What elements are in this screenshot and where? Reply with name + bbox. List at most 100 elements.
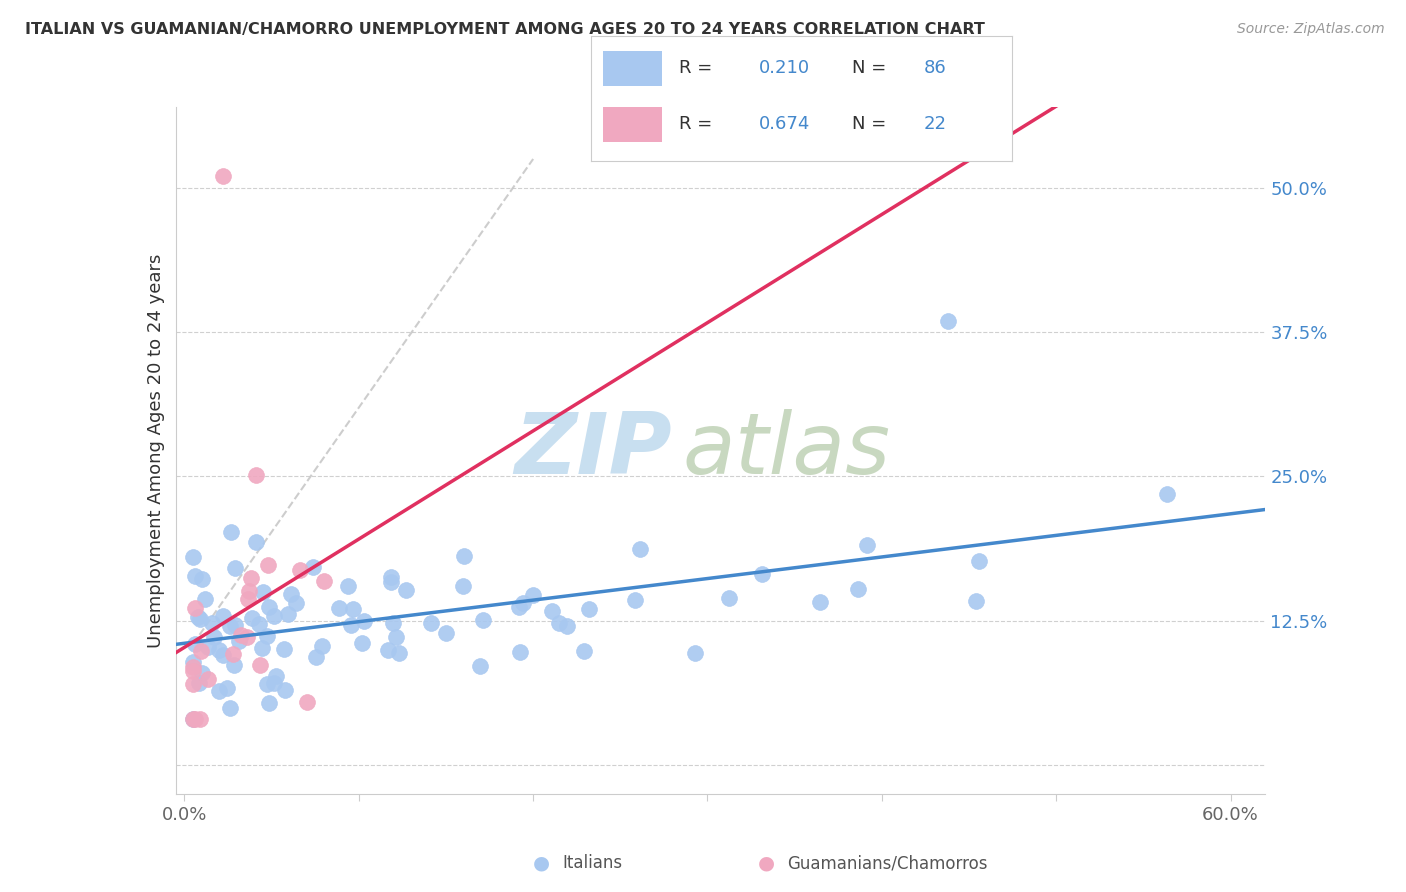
Bar xyxy=(603,107,662,142)
Point xyxy=(683,646,706,660)
Point xyxy=(219,619,242,633)
Point xyxy=(277,607,299,621)
Point xyxy=(181,655,204,669)
Text: ITALIAN VS GUAMANIAN/CHAMORRO UNEMPLOYMENT AMONG AGES 20 TO 24 YEARS CORRELATION: ITALIAN VS GUAMANIAN/CHAMORRO UNEMPLOYME… xyxy=(25,22,986,37)
Point xyxy=(245,534,267,549)
Point xyxy=(419,615,441,630)
Point xyxy=(628,541,651,556)
Point xyxy=(231,628,253,642)
Point xyxy=(540,604,562,618)
Point xyxy=(350,636,373,650)
Point xyxy=(208,684,231,698)
Text: R =: R = xyxy=(679,59,718,77)
Point xyxy=(380,575,402,590)
Point xyxy=(181,660,204,674)
Point xyxy=(188,676,211,690)
Point xyxy=(434,625,457,640)
Text: ●: ● xyxy=(533,854,550,872)
Point xyxy=(337,578,360,592)
Point xyxy=(848,582,870,596)
Point xyxy=(380,569,402,583)
Point xyxy=(256,629,278,643)
Point xyxy=(219,701,242,715)
Point xyxy=(314,574,336,588)
Point xyxy=(264,669,287,683)
Point xyxy=(181,549,204,564)
Point xyxy=(311,639,333,653)
Point xyxy=(222,647,245,661)
Point xyxy=(263,675,285,690)
Text: N =: N = xyxy=(852,59,891,77)
Text: Guamanians/Chamorros: Guamanians/Chamorros xyxy=(787,855,988,872)
Point xyxy=(212,648,235,663)
Point xyxy=(273,642,295,657)
Point xyxy=(377,642,399,657)
Y-axis label: Unemployment Among Ages 20 to 24 years: Unemployment Among Ages 20 to 24 years xyxy=(146,253,165,648)
Point xyxy=(508,599,530,614)
Point xyxy=(512,596,534,610)
Point xyxy=(188,612,211,626)
Point xyxy=(211,169,233,184)
Point xyxy=(181,712,204,726)
Point xyxy=(257,697,280,711)
Point xyxy=(194,592,217,607)
Text: ●: ● xyxy=(758,854,775,872)
Point xyxy=(1156,487,1178,501)
Point xyxy=(395,583,418,598)
Point xyxy=(239,571,262,585)
Point xyxy=(252,641,274,656)
Point xyxy=(184,601,207,615)
Point xyxy=(340,617,363,632)
Point xyxy=(967,554,990,568)
Point xyxy=(263,608,285,623)
Point xyxy=(288,562,311,576)
Point xyxy=(249,657,271,672)
Point xyxy=(181,712,204,726)
Point xyxy=(751,566,773,581)
Text: Italians: Italians xyxy=(562,855,623,872)
Point xyxy=(222,658,245,673)
Point xyxy=(184,712,207,726)
Point xyxy=(252,584,274,599)
Point xyxy=(256,676,278,690)
Point xyxy=(184,569,207,583)
Point xyxy=(207,643,229,657)
Text: Source: ZipAtlas.com: Source: ZipAtlas.com xyxy=(1237,22,1385,37)
Point xyxy=(548,615,571,630)
Point xyxy=(624,592,647,607)
Point xyxy=(238,591,260,606)
Point xyxy=(938,313,960,327)
Point xyxy=(453,549,475,564)
Point xyxy=(181,677,204,691)
Point xyxy=(202,630,225,644)
Point xyxy=(190,644,212,658)
Point xyxy=(965,594,987,608)
Text: R =: R = xyxy=(679,115,718,133)
Point xyxy=(224,561,246,575)
Point xyxy=(470,659,492,673)
Point xyxy=(388,646,411,660)
Point xyxy=(274,683,297,698)
Point xyxy=(197,672,219,686)
Point xyxy=(188,712,211,726)
Point xyxy=(257,600,280,615)
Point xyxy=(385,630,408,644)
Point xyxy=(353,614,375,628)
Point xyxy=(181,664,204,678)
Point xyxy=(522,588,544,602)
Point xyxy=(451,579,474,593)
Point xyxy=(201,616,224,631)
Text: 0.210: 0.210 xyxy=(759,59,810,77)
Point xyxy=(224,618,246,632)
Text: atlas: atlas xyxy=(682,409,890,492)
Point xyxy=(280,587,302,601)
Text: 22: 22 xyxy=(924,115,946,133)
Point xyxy=(305,650,328,665)
Bar xyxy=(603,51,662,86)
Point xyxy=(285,596,308,610)
Text: N =: N = xyxy=(852,115,891,133)
Text: 86: 86 xyxy=(924,59,946,77)
Point xyxy=(184,637,207,651)
Point xyxy=(238,583,260,598)
Point xyxy=(191,572,214,586)
